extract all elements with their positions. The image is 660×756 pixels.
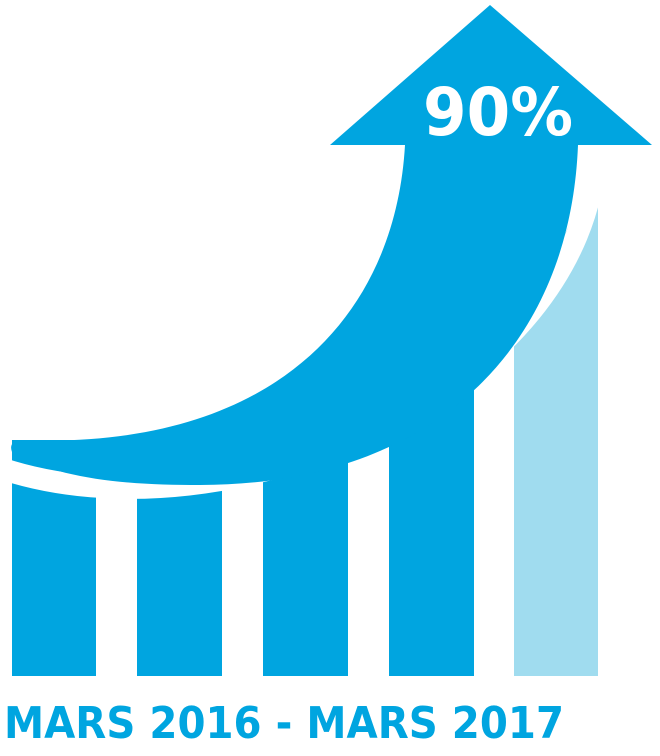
growth-arrow (11, 5, 653, 485)
bar-highlight (514, 165, 598, 676)
caption: MARS 2016 - MARS 2017 (4, 698, 564, 749)
headline: 90% (423, 74, 573, 151)
